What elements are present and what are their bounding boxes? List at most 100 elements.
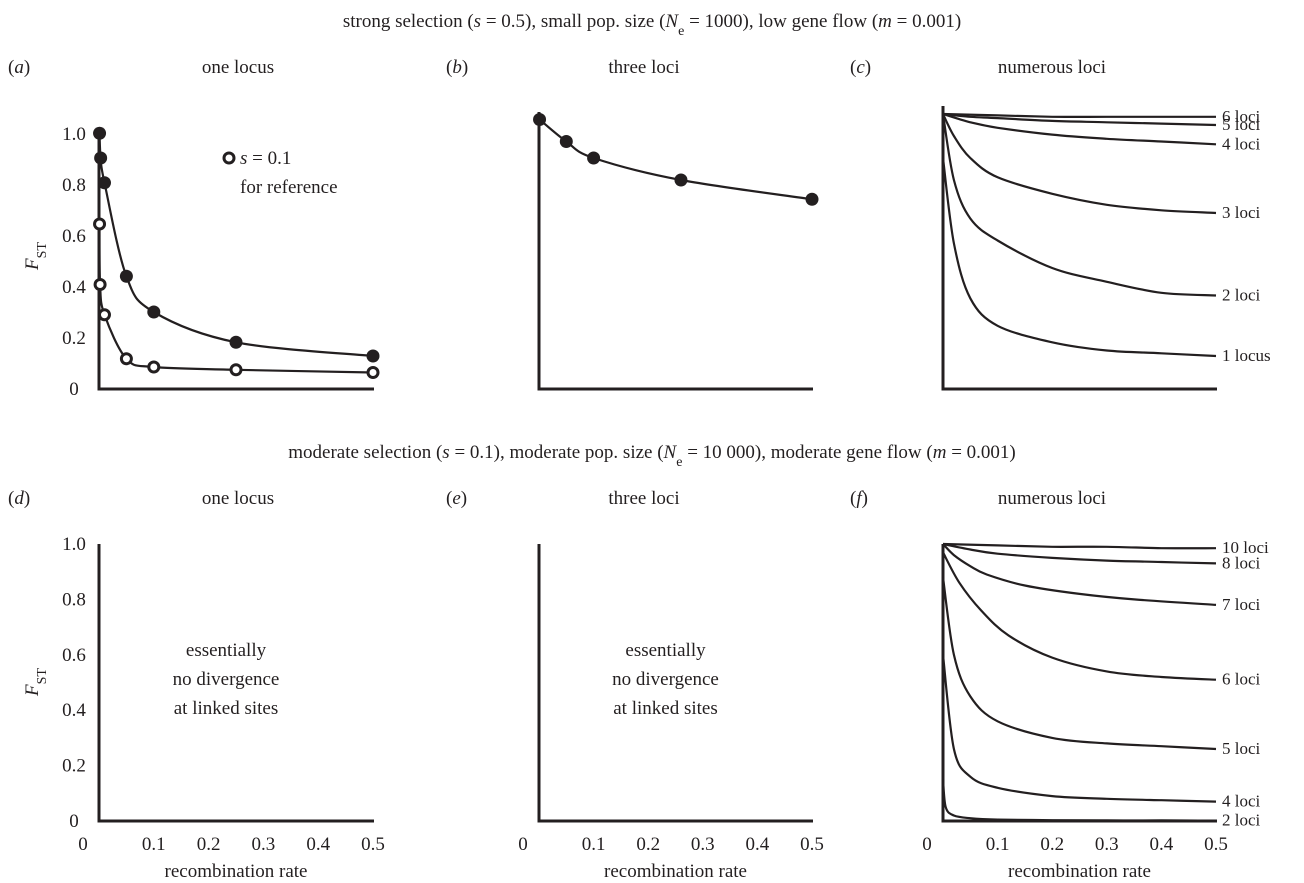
annotation-line: for reference [240, 177, 338, 198]
series-line [942, 112, 1217, 146]
data-point-open [366, 366, 380, 379]
y-tick-label: 0.2 [62, 756, 86, 777]
x-tick-label: 0.4 [746, 834, 770, 855]
panel-f: (f) numerous loci 0 0.1 0.2 0.3 0.4 0.5 recombin… [850, 488, 1269, 882]
panel-title: one locus [202, 488, 274, 509]
data-point-open [93, 278, 107, 291]
panel-title: three loci [608, 488, 679, 509]
x-tick-label: 0.4 [306, 834, 330, 855]
x-axis-label: recombination rate [1008, 861, 1151, 882]
panel-label: (d) [8, 488, 30, 509]
curve-label: 2 loci [1222, 811, 1261, 830]
x-tick-label: 0.2 [636, 834, 660, 855]
annotation-line: no divergence [612, 669, 719, 690]
data-point [147, 305, 161, 319]
legend-marker-open [222, 151, 236, 165]
y-tick-label: 0 [69, 379, 79, 400]
data-point-open [147, 360, 161, 374]
annotation-line: essentially [625, 640, 706, 661]
x-tick-label: 0 [922, 834, 932, 855]
x-tick-label: 0.1 [986, 834, 1010, 855]
x-tick-label: 0.2 [1040, 834, 1064, 855]
data-point [97, 176, 111, 190]
data-point-open [229, 363, 243, 377]
y-axis-label: FST [22, 242, 50, 271]
panel-title: numerous loci [998, 57, 1106, 78]
annotation-line: essentially [186, 640, 267, 661]
series-line [941, 157, 1217, 358]
row2-title: moderate selection (s = 0.1), moderate p… [288, 442, 1015, 470]
curve-label: 5 loci [1222, 115, 1261, 134]
series-line [941, 779, 1217, 822]
panel-d: (d) one locus 0 0.2 0.4 0.6 0.8 1.0 FST 0 0.1 0.2 0.… [8, 488, 385, 882]
curve-label: 7 loci [1222, 595, 1261, 614]
series-line [942, 542, 1217, 550]
series-line [941, 654, 1217, 803]
curve-label: 1 locus [1222, 346, 1271, 365]
curve-label: 6 loci [1222, 107, 1261, 126]
x-tick-label: 0.4 [1150, 834, 1174, 855]
panel-title: three loci [608, 57, 679, 78]
annotation-line: no divergence [173, 669, 280, 690]
series-line [538, 118, 813, 201]
series-line [942, 113, 1217, 215]
annotation-line: s = 0.1 [240, 148, 291, 169]
data-point [587, 151, 601, 165]
panel-label: (f) [850, 488, 868, 509]
curve-label: 8 loci [1222, 553, 1261, 572]
x-tick-label: 0.2 [197, 834, 221, 855]
series-line [941, 577, 1217, 751]
data-point [533, 113, 547, 126]
curve-label: 6 loci [1222, 670, 1261, 689]
curve-label: 3 loci [1222, 203, 1261, 222]
y-tick-label: 0.2 [62, 328, 86, 349]
x-axis-label: recombination rate [604, 861, 747, 882]
series-line [942, 543, 1217, 606]
data-point [229, 335, 243, 349]
y-tick-label: 0.8 [62, 589, 86, 610]
x-tick-label: 0.1 [142, 834, 166, 855]
data-point [93, 126, 107, 140]
y-tick-label: 0 [69, 811, 79, 832]
x-tick-label: 0.5 [1204, 834, 1228, 855]
panel-title: one locus [202, 57, 274, 78]
y-tick-label: 0.8 [62, 175, 86, 196]
series-line [941, 113, 1217, 297]
data-point [94, 151, 108, 165]
x-tick-label: 0.3 [691, 834, 715, 855]
data-point [674, 173, 688, 187]
y-tick-label: 0.6 [62, 645, 86, 666]
row1-title: strong selection (s = 0.5), small pop. s… [343, 11, 961, 39]
x-tick-label: 0.1 [582, 834, 606, 855]
curve-label: 4 loci [1222, 134, 1261, 153]
x-axis-label: recombination rate [165, 861, 308, 882]
data-point-open [119, 352, 133, 366]
curve-label: 5 loci [1222, 739, 1261, 758]
panel-label: (b) [446, 57, 468, 78]
data-point [119, 269, 133, 283]
series-line [98, 133, 374, 358]
y-tick-label: 1.0 [62, 534, 86, 555]
panel-e: (e) three loci 0 0.1 0.2 0.3 0.4 0.5 recombinati… [446, 488, 824, 882]
x-tick-label: 0.3 [1095, 834, 1119, 855]
panel-label: (a) [8, 57, 30, 78]
series-line [942, 112, 1217, 127]
y-tick-label: 0.4 [62, 700, 86, 721]
x-tick-label: 0 [78, 834, 88, 855]
annotation-line: at linked sites [613, 698, 717, 719]
panel-b: (b) three loci [446, 57, 819, 391]
x-tick-label: 0.5 [361, 834, 385, 855]
y-axis-label: FST [22, 668, 50, 697]
y-tick-label: 0.4 [62, 277, 86, 298]
series-line [942, 551, 1217, 681]
panel-label: (c) [850, 57, 871, 78]
x-tick-label: 0 [518, 834, 528, 855]
data-point-open [93, 217, 107, 231]
annotation-line: at linked sites [174, 698, 278, 719]
x-tick-label: 0.5 [800, 834, 824, 855]
curve-label: 2 loci [1222, 286, 1261, 305]
x-tick-label: 0.3 [252, 834, 276, 855]
data-point [559, 135, 573, 148]
